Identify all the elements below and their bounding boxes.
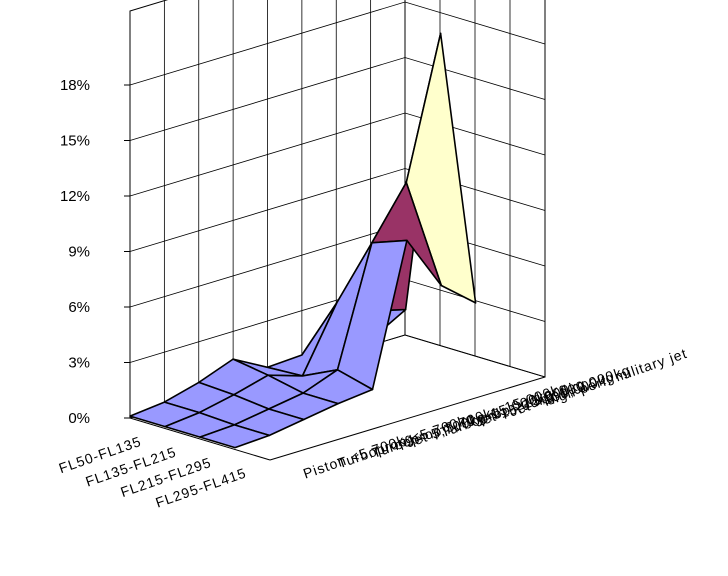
z-tick-label: 12% [60, 188, 90, 205]
surface-patch [199, 424, 271, 449]
y-category-label: High perf. military jet [542, 345, 690, 409]
z-tick-label: 3% [68, 355, 90, 372]
surface-plot [129, 32, 477, 449]
floor-edge [269, 376, 546, 461]
z-tick-label: 15% [60, 133, 90, 150]
gridline [129, 57, 546, 141]
gridline [129, 112, 546, 197]
z-tick-label: 0% [68, 410, 90, 427]
gridline [129, 223, 546, 308]
gridline [129, 1, 546, 86]
surface-patch [405, 32, 477, 304]
z-tick-label: 18% [60, 77, 90, 94]
gridline [129, 168, 546, 252]
chart-walls [129, 0, 546, 461]
z-tick-label: 6% [68, 299, 90, 316]
z-tick-label: 9% [68, 244, 90, 261]
floor-edge [129, 417, 271, 461]
